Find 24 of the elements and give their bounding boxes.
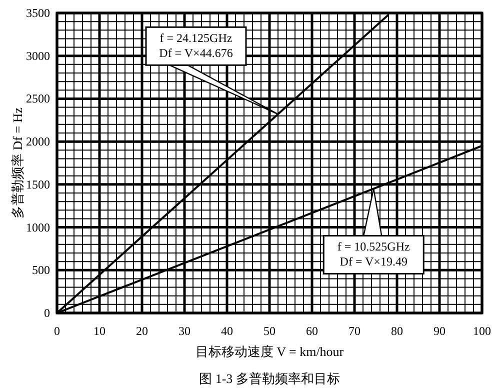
y-axis-title: 多普勒频率 Df = Hz <box>10 107 25 218</box>
x-axis-title: 目标移动速度 V = km/hour <box>195 344 344 359</box>
y-tick-label: 0 <box>44 306 50 320</box>
y-tick-label: 500 <box>32 263 50 278</box>
x-tick-label: 40 <box>221 324 233 338</box>
x-tick-label: 0 <box>54 324 60 338</box>
y-tick-label: 2000 <box>26 134 50 149</box>
x-tick-label: 90 <box>434 324 446 338</box>
y-tick-label: 3000 <box>26 48 50 63</box>
annotation: f = 10.525GHz Df = V×19.49 <box>337 240 410 269</box>
annotation: f = 24.125GHz Df = V×44.676 <box>159 31 233 60</box>
y-tick-label: 1000 <box>26 220 50 234</box>
x-tick-label: 30 <box>178 324 190 338</box>
y-tick-label: 2500 <box>26 92 50 106</box>
x-tick-label: 20 <box>136 324 148 338</box>
x-tick-label: 50 <box>264 324 276 338</box>
y-tick-label: 1500 <box>26 177 50 192</box>
x-tick-label: 70 <box>348 324 360 338</box>
text: 图 1-3 多普勒频率和目标 <box>199 371 340 386</box>
y-tick-label: 3500 <box>26 6 50 20</box>
x-tick-label: 80 <box>391 324 403 338</box>
x-tick-label: 10 <box>94 324 106 338</box>
x-tick-label: 100 <box>473 324 491 338</box>
x-tick-label: 60 <box>306 324 318 338</box>
